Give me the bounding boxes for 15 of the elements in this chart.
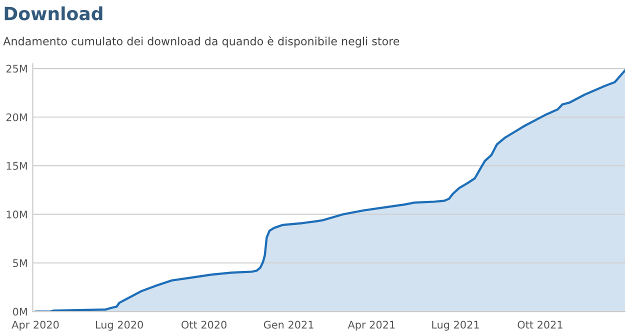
y-tick-label: 25M (6, 64, 27, 73)
y-tick-label: 5M (13, 259, 27, 268)
y-tick-label: 20M (6, 113, 27, 122)
y-tick-label: 0M (12, 308, 27, 316)
y-tick-label: 15M (6, 162, 27, 170)
chart-title: Download (4, 6, 102, 20)
chart-subtitle: Andamento cumulato dei download da quando è disponibile negli store (3, 36, 400, 48)
x-tick-label: Ott 2021 (518, 320, 562, 329)
x-tick-label: Apr 2020 (12, 320, 59, 331)
x-tick-label: Gen 2021 (264, 320, 314, 329)
x-tick-label: Apr 2021 (348, 320, 395, 331)
y-tick-label: 10M (6, 210, 27, 218)
x-tick-label: Lug 2020 (96, 320, 143, 331)
x-tick-label: Lug 2021 (432, 320, 479, 331)
x-tick-label: Ott 2020 (182, 320, 226, 329)
